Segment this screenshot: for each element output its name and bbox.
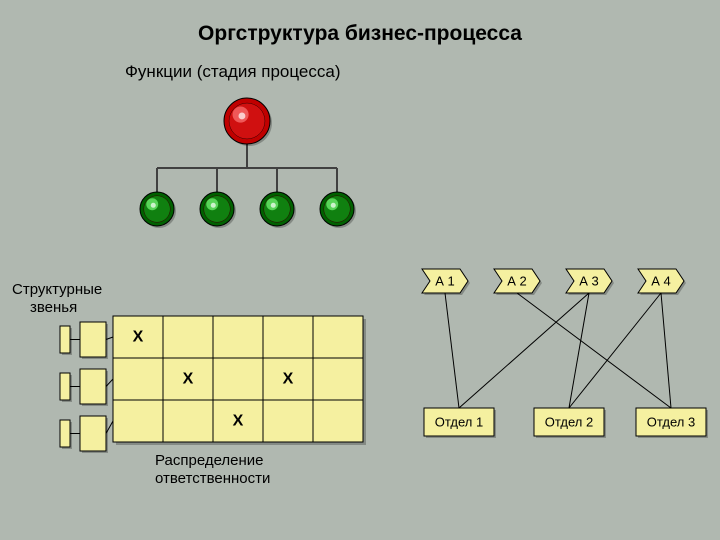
svg-text:X: X (283, 371, 294, 388)
svg-text:А 3: А 3 (579, 274, 599, 289)
svg-text:Отдел 1: Отдел 1 (435, 415, 483, 430)
svg-text:Отдел 2: Отдел 2 (545, 415, 593, 430)
svg-text:А 2: А 2 (507, 274, 527, 289)
svg-text:X: X (183, 371, 194, 388)
svg-text:А 1: А 1 (435, 274, 455, 289)
svg-text:А 4: А 4 (651, 274, 671, 289)
diagram-svg: X X X X А 1 А 2 А 3 А 4 Отдел 1 Отдел 2 Отдел 3 (0, 0, 720, 540)
svg-text:Отдел 3: Отдел 3 (647, 415, 695, 430)
svg-text:X: X (133, 329, 144, 346)
svg-text:X: X (233, 413, 244, 430)
